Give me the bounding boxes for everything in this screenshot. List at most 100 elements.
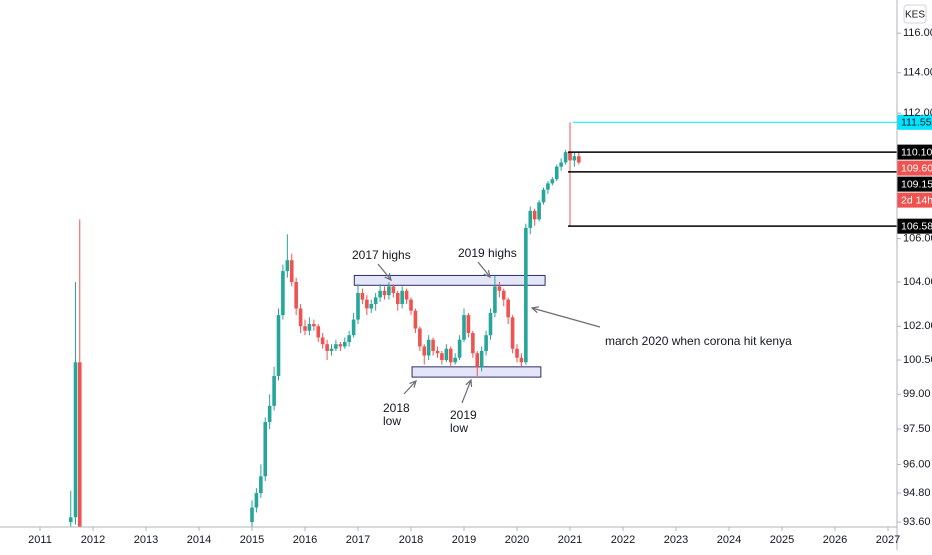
price-label: 2d 14h [901,194,932,206]
price-label-box [897,160,932,176]
candle-body [457,339,462,358]
price-label-box [897,144,932,160]
candle-body [373,297,378,305]
annotation-arrowhead [483,270,491,279]
candle-body [541,189,546,203]
x-tick-label: 2015 [240,534,264,546]
candle-body [68,517,73,523]
candle-body [532,210,537,220]
candle-body [250,507,254,523]
candle-body [444,348,449,361]
candle-body [479,350,484,367]
x-tick-label: 2019 [452,534,476,546]
candle-body [356,292,360,320]
candle-body [563,152,568,163]
candle-body [347,335,351,342]
annotation-text: 2019 [450,408,477,422]
candle-body [471,332,475,354]
candle-body [329,348,334,351]
price-label-box [897,176,932,192]
price-label: 111.55 [901,117,932,129]
x-tick-label: 2027 [876,534,900,546]
annotation-text: 2019 highs [458,246,517,260]
x-tick-label: 2013 [134,534,158,546]
candle-body [267,405,272,423]
x-tick-label: 2025 [770,534,794,546]
price-label-box [897,218,932,234]
y-tick-label: 96.00 [903,458,931,470]
candle-body [334,344,338,349]
zones [353,274,546,378]
levels: 111.55 110.10 109.60 109.15 2d 14h 106.58 [567,114,932,234]
candle-body [440,353,444,361]
candle-body [77,362,82,527]
y-tick-label: 99.00 [903,388,931,400]
candle-body [484,335,488,351]
price-label-box [897,114,932,130]
candle-body [515,348,519,358]
y-tick-label: 94.80 [903,487,931,499]
annotation-arrowhead [530,306,539,314]
candle-body [316,326,321,338]
x-tick-label: 2017 [346,534,370,546]
y-tick-label: 112.00 [903,107,932,119]
candle-body [409,299,413,311]
candle-body [285,260,290,272]
candles [68,122,581,527]
x-tick-label: 2018 [399,534,423,546]
candle-body [577,156,581,163]
axes: 116.00 114.00 112.00 106.00 104.00 102.00 100.… [28,27,932,546]
candle-body [572,156,577,161]
annotation-arrowhead [465,378,473,388]
candle-body [263,422,268,477]
y-tick-label: 116.00 [903,27,932,39]
candle-body [435,350,440,354]
candle-body [73,362,78,518]
candle-body [307,324,312,331]
x-tick-label: 2021 [558,534,582,546]
candle-body [488,312,493,336]
price-label: 109.15 [901,178,932,190]
x-tick-label: 2023 [664,534,688,546]
candle-body [400,290,404,305]
candle-body [418,328,422,347]
candle-body [351,319,356,336]
candle-body [312,324,316,327]
candle-body [448,348,453,363]
x-tick-label: 2020 [505,534,529,546]
candle-body [568,152,572,161]
candle-body [281,271,285,316]
annotation-arrow [403,380,417,395]
candle-body [462,315,466,340]
price-label: 109.60 [901,162,932,174]
zone [411,366,542,378]
price-label: 106.58 [901,220,932,232]
candle-body [276,315,281,376]
price-label-box [897,192,932,208]
x-tick-label: 2022 [611,534,635,546]
candle-body [395,292,400,305]
candle-body [387,286,391,296]
candle-body [320,337,325,345]
annotation-text: low [383,414,401,428]
annotation-text: march 2020 when corona hit kenya [605,334,792,348]
x-tick-label: 2011 [28,534,52,546]
candle-body [303,326,307,331]
candle-body [501,290,506,300]
candle-body [422,346,427,356]
candle-body [475,353,480,367]
annotation-arrow [477,261,491,278]
candle-body [524,227,528,363]
candle-body [506,299,510,318]
candle-body [342,341,347,347]
annotation-arrow [377,263,392,281]
candle-body [453,357,457,363]
candle-body [404,290,409,300]
candle-body [254,493,259,508]
candle-body [382,290,387,296]
candle-body [528,210,533,228]
candle-body [360,292,365,300]
candle-body [466,315,471,333]
currency-box[interactable] [903,4,927,24]
